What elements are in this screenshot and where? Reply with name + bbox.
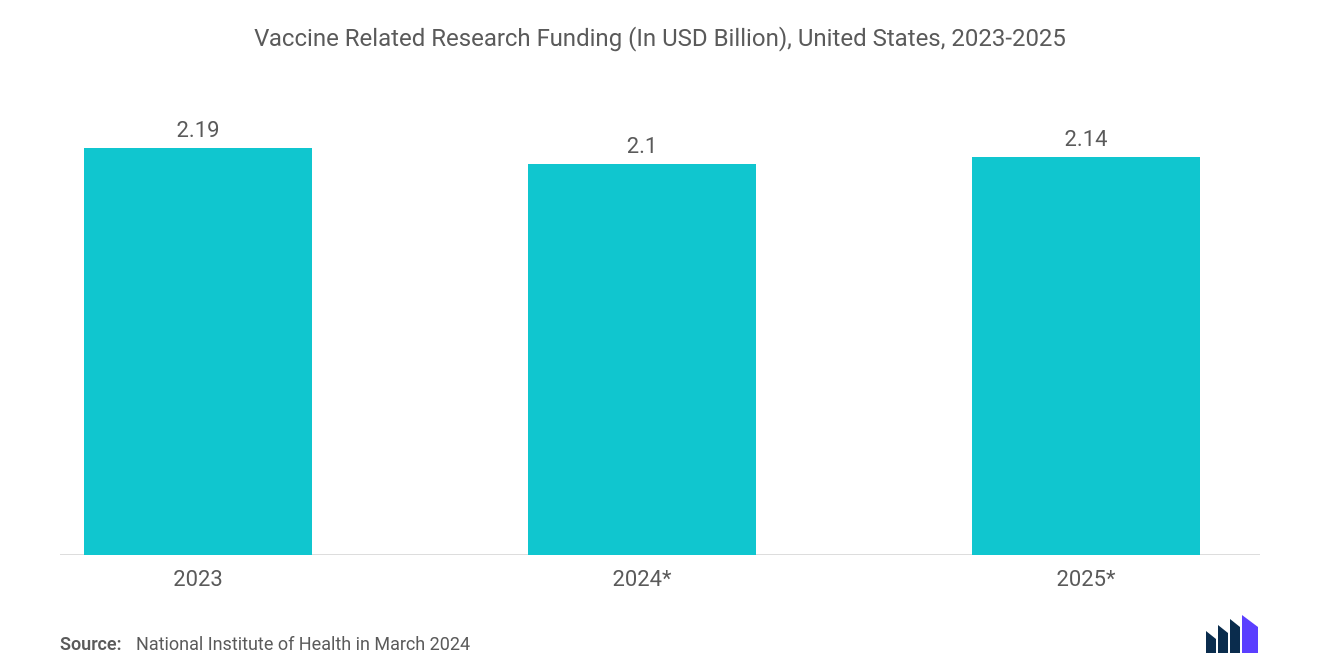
chart-footer: Source: National Institute of Health in … [60,615,1260,655]
source-line: Source: National Institute of Health in … [60,634,470,655]
bar-group: 2.142025* [972,157,1200,555]
x-axis-category-label: 2023 [84,567,312,592]
bar [528,164,756,555]
bar-group: 2.12024* [528,164,756,555]
source-text: National Institute of Health in March 20… [136,634,470,655]
bar-value-label: 2.14 [972,127,1200,152]
x-axis-category-label: 2024* [528,567,756,592]
bar [972,157,1200,555]
bar-value-label: 2.1 [528,134,756,159]
brand-logo-icon [1204,615,1260,655]
chart-title: Vaccine Related Research Funding (In USD… [0,0,1320,52]
bar-value-label: 2.19 [84,118,312,143]
x-axis-category-label: 2025* [972,567,1200,592]
bar-group: 2.192023 [84,148,312,555]
bar [84,148,312,555]
plot-area: 2.192023 2.12024* 2.142025* [60,90,1260,555]
chart-container: Vaccine Related Research Funding (In USD… [0,0,1320,665]
source-label: Source: [60,634,122,655]
